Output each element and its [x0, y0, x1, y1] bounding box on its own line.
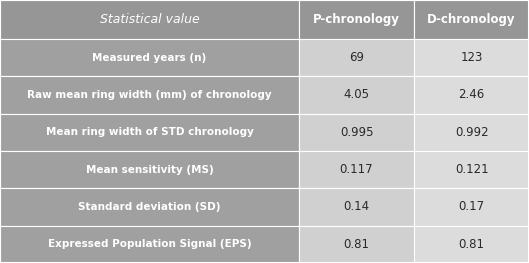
Text: 0.14: 0.14	[343, 200, 370, 214]
Bar	[414, 0, 529, 39]
Text: Mean sensitivity (MS): Mean sensitivity (MS)	[86, 165, 213, 175]
Text: 0.121: 0.121	[455, 163, 488, 176]
Bar	[299, 226, 414, 263]
Text: Expressed Population Signal (EPS): Expressed Population Signal (EPS)	[48, 239, 251, 249]
Bar	[0, 226, 299, 263]
Text: 69: 69	[349, 51, 364, 64]
Bar	[299, 114, 414, 151]
Bar	[414, 226, 529, 263]
Text: 0.992: 0.992	[455, 126, 488, 139]
Text: 2.46: 2.46	[459, 88, 485, 102]
Bar	[0, 76, 299, 114]
Text: Statistical value: Statistical value	[99, 13, 199, 26]
Text: Standard deviation (SD): Standard deviation (SD)	[78, 202, 221, 212]
Bar	[0, 151, 299, 188]
Bar	[299, 188, 414, 226]
Bar	[299, 151, 414, 188]
Text: Mean ring width of STD chronology: Mean ring width of STD chronology	[45, 127, 253, 137]
Bar	[0, 114, 299, 151]
Text: D-chronology: D-chronology	[427, 13, 516, 26]
Text: Raw mean ring width (mm) of chronology: Raw mean ring width (mm) of chronology	[27, 90, 272, 100]
Text: 0.17: 0.17	[459, 200, 485, 214]
Bar	[414, 151, 529, 188]
Text: 123: 123	[460, 51, 483, 64]
Bar	[0, 0, 299, 39]
Bar	[414, 114, 529, 151]
Bar	[299, 39, 414, 76]
Text: P-chronology: P-chronology	[313, 13, 400, 26]
Text: 0.81: 0.81	[343, 238, 370, 251]
Text: 4.05: 4.05	[343, 88, 370, 102]
Bar	[414, 188, 529, 226]
Text: 0.995: 0.995	[340, 126, 373, 139]
Text: 0.81: 0.81	[459, 238, 485, 251]
Bar	[0, 188, 299, 226]
Text: Measured years (n): Measured years (n)	[93, 53, 206, 63]
Bar	[414, 76, 529, 114]
Bar	[299, 76, 414, 114]
Bar	[299, 0, 414, 39]
Bar	[0, 39, 299, 76]
Text: 0.117: 0.117	[340, 163, 373, 176]
Bar	[414, 39, 529, 76]
